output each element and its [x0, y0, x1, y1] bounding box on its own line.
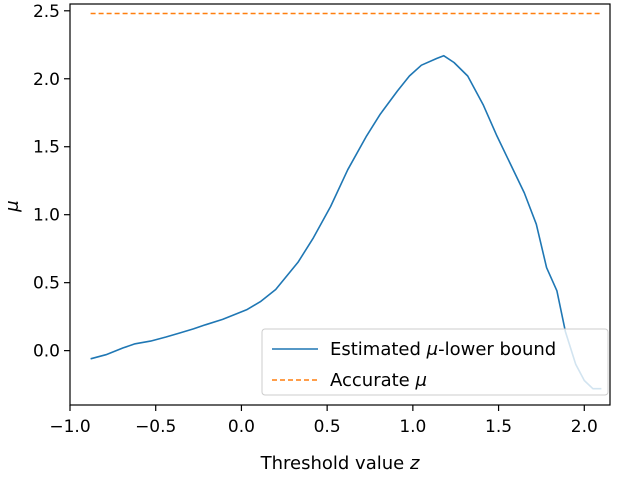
y-tick-label: 0.0: [33, 342, 60, 362]
x-axis-label-variable: z: [409, 453, 420, 474]
legend-label-accurate-symbol: μ: [414, 370, 426, 391]
y-axis-ticks: 0.0 0.5 1.0 1.5 2.0 2.5: [33, 2, 70, 362]
x-tick-label: 2.0: [571, 417, 598, 437]
y-tick-label: 1.5: [33, 138, 60, 158]
series-line-estimated-lower-bound: [90, 54, 602, 390]
y-tick-label: 0.5: [33, 274, 60, 294]
legend-label-estimated-prefix: Estimated: [330, 339, 427, 360]
x-tick-label: 0.0: [228, 417, 255, 437]
legend-label-estimated-symbol: μ: [426, 339, 438, 360]
legend-label-accurate-prefix: Accurate: [330, 370, 415, 391]
x-tick-label: 0.5: [314, 417, 341, 437]
legend-label-estimated: Estimated μ-lower bound: [330, 339, 556, 360]
legend-box: [261, 328, 609, 396]
x-tick-label: −1.0: [49, 417, 90, 437]
y-tick-label: 1.0: [33, 206, 60, 226]
y-tick-label: 2.5: [33, 2, 60, 22]
y-tick-label: 2.0: [33, 70, 60, 90]
x-tick-label: 1.0: [399, 417, 426, 437]
legend: Estimated μ-lower bound Accurate μ: [261, 328, 609, 396]
plot-frame: [69, 3, 611, 406]
x-axis-label-text: Threshold value: [260, 453, 410, 474]
legend-label-accurate: Accurate μ: [330, 370, 427, 391]
x-axis-label: Threshold value z: [260, 453, 420, 474]
y-axis-label: μ: [2, 200, 23, 212]
x-axis-ticks: −1.0 −0.5 0.0 0.5 1.0 1.5 2.0: [49, 405, 598, 437]
series-layer: [90, 12, 602, 390]
legend-label-estimated-suffix: -lower bound: [438, 339, 556, 360]
x-tick-label: −0.5: [135, 417, 176, 437]
x-tick-label: 1.5: [485, 417, 512, 437]
